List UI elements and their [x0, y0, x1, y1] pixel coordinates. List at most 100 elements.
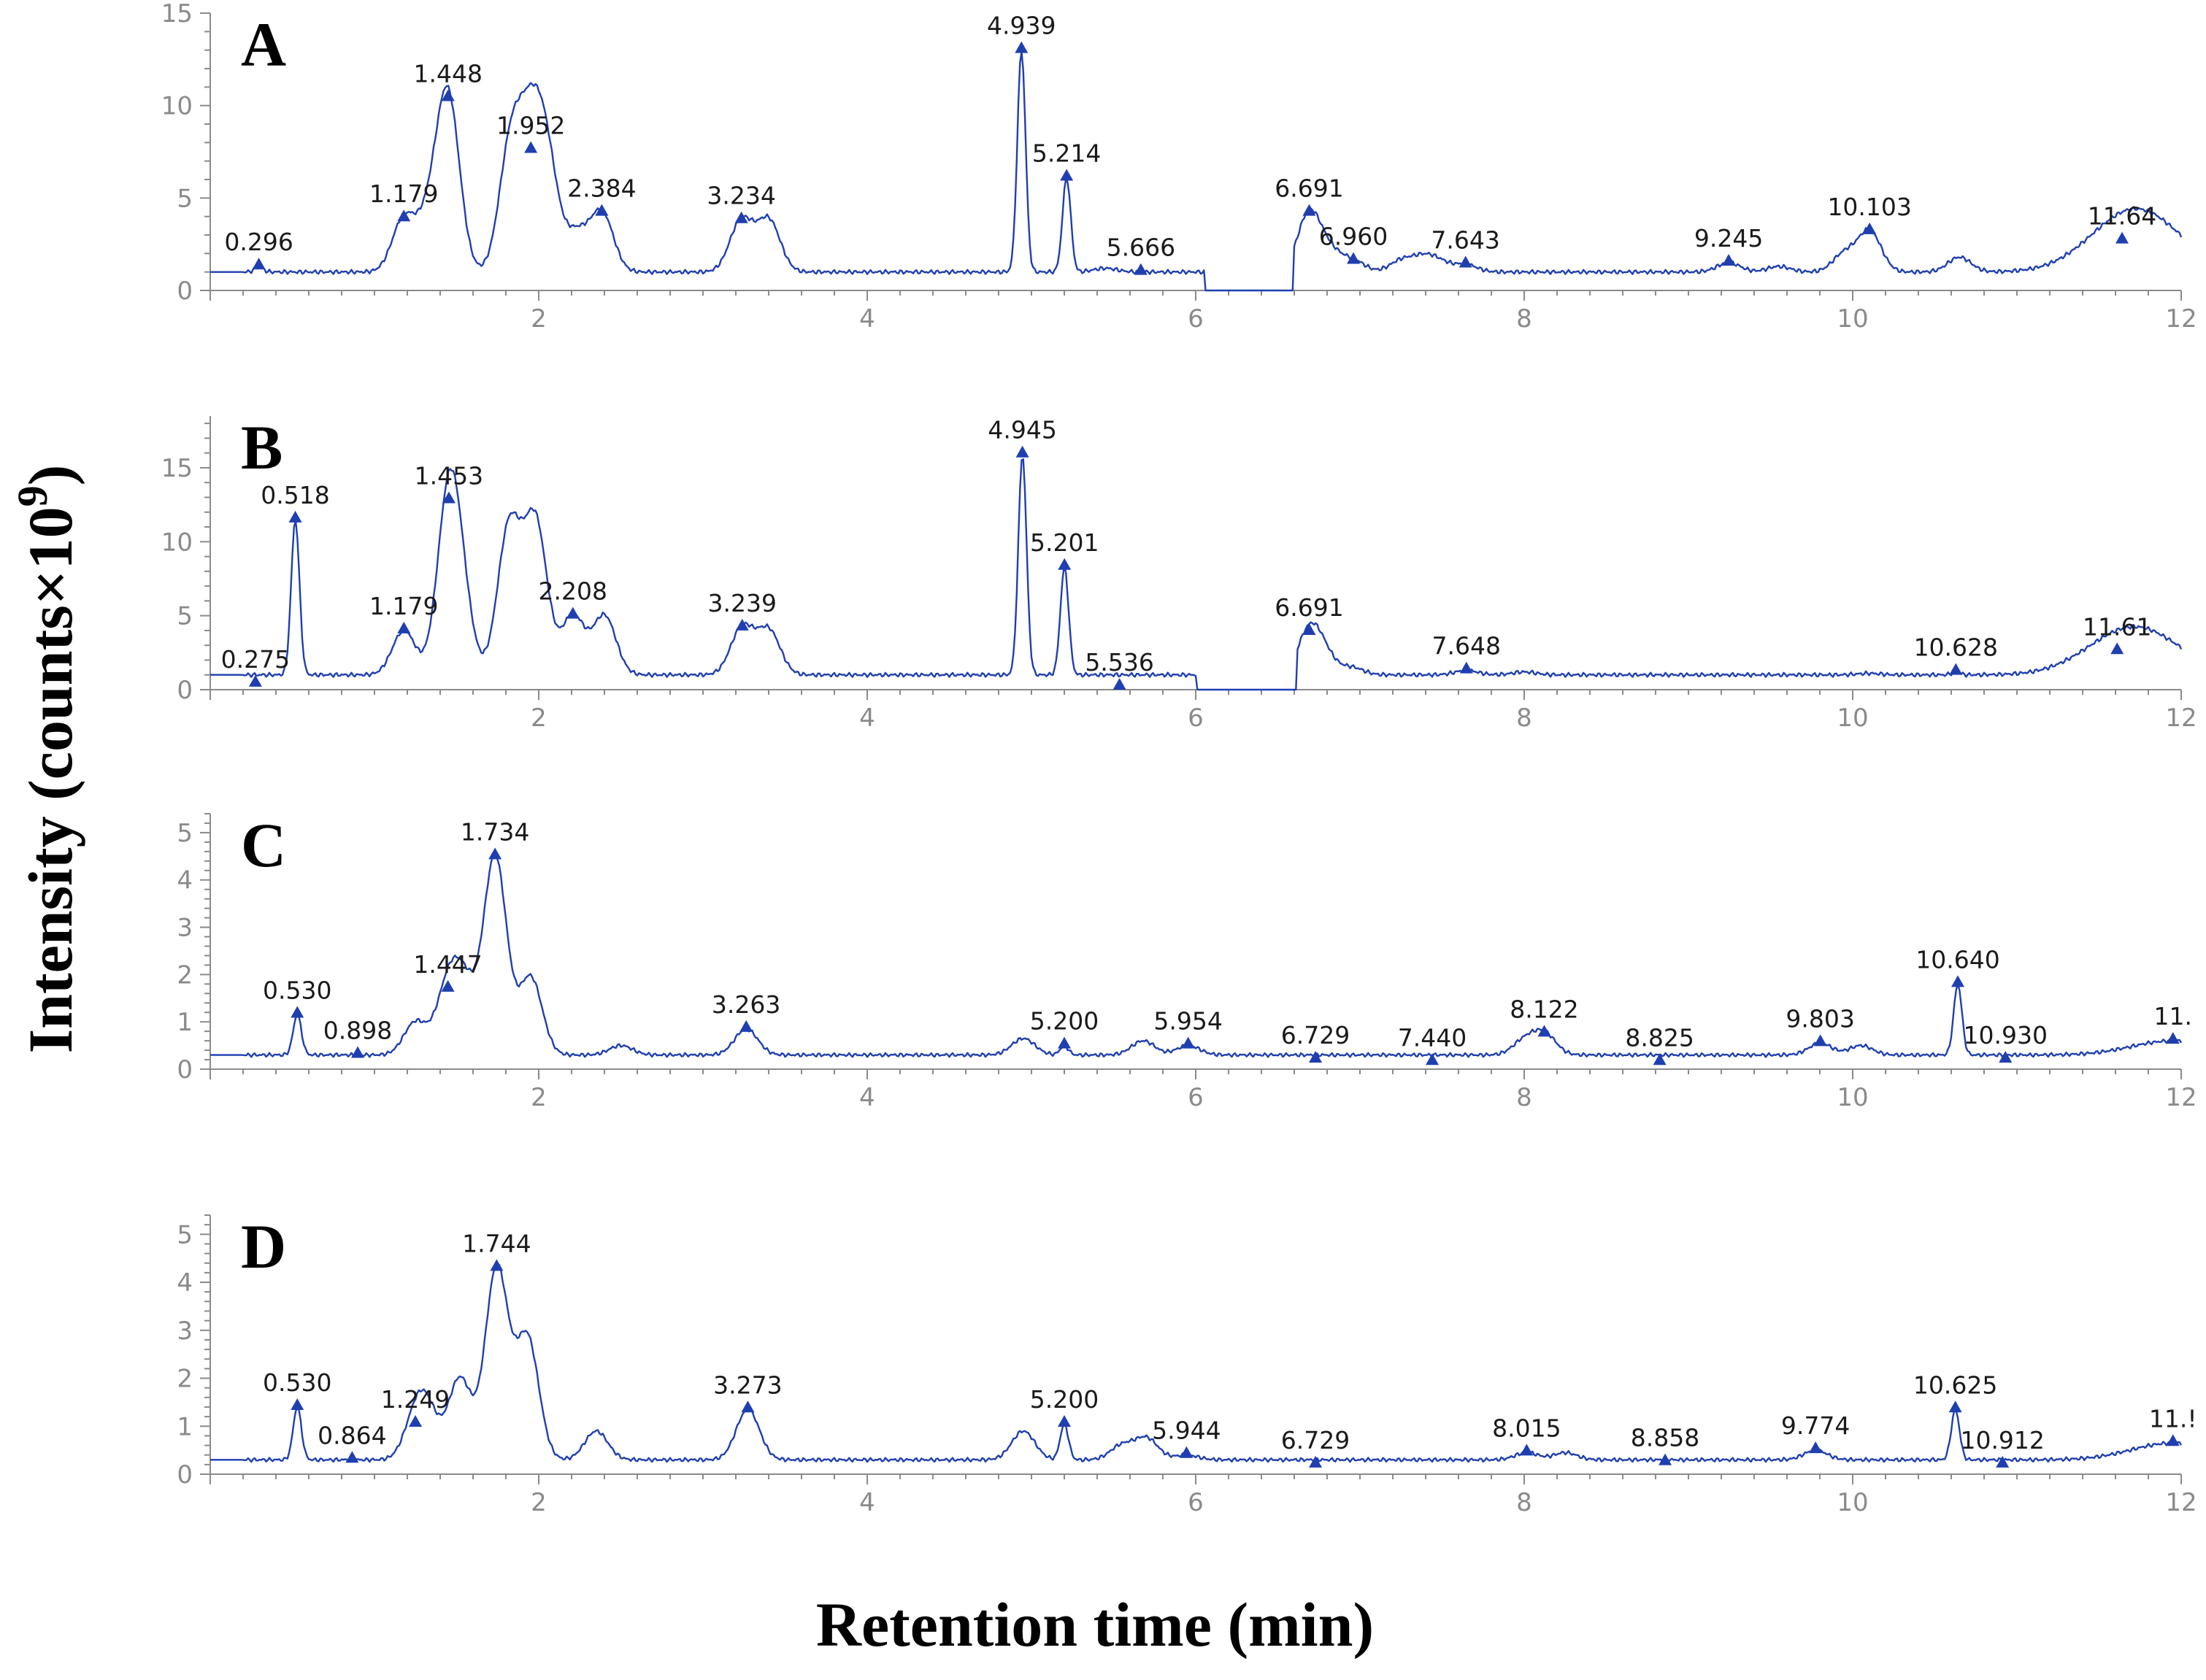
- x-tick-label: 2: [531, 1083, 547, 1112]
- peak-label: 1.179: [369, 180, 438, 208]
- y-axis-title: Intensity (counts×109): [9, 465, 85, 1054]
- peak-label: 11.: [2154, 1002, 2192, 1030]
- peak-marker: [2110, 642, 2124, 655]
- x-tick-label: 8: [1516, 304, 1532, 334]
- peak-label: 8.825: [1625, 1023, 1694, 1052]
- peak-label: 10.640: [1915, 945, 1999, 974]
- x-tick-label: 2: [531, 704, 547, 733]
- peak-label: 8.858: [1631, 1424, 1699, 1452]
- peak-label: 9.774: [1781, 1411, 1850, 1440]
- peak-label: 7.440: [1398, 1023, 1467, 1052]
- peak-marker: [595, 204, 609, 216]
- peak-marker: [2166, 1434, 2180, 1446]
- chromatogram-trace: [210, 1264, 2183, 1463]
- peak-label: 5.954: [1153, 1007, 1222, 1036]
- peak-marker: [1060, 169, 1074, 181]
- panel-letter: A: [241, 9, 286, 80]
- x-tick-label: 6: [1188, 1083, 1204, 1112]
- peak-marker: [488, 847, 502, 860]
- peak-marker: [397, 209, 411, 222]
- peak-label: 10.628: [1914, 633, 1998, 662]
- peak-marker: [1302, 204, 1316, 216]
- x-tick-label: 4: [859, 304, 875, 334]
- y-tick-label: 5: [177, 184, 193, 213]
- y-tick-label: 1: [177, 1412, 193, 1441]
- y-tick-label: 5: [177, 1220, 193, 1249]
- peak-label: 3.263: [712, 990, 780, 1019]
- peak-label: 11.64: [2088, 202, 2156, 231]
- x-tick-label: 8: [1516, 704, 1532, 733]
- peak-marker: [1653, 1053, 1667, 1066]
- panel-a: 0 5 10 15 2 4 6 8 10 12 A 0.296 1.179 1.448 1.952 2.384…: [161, 0, 2197, 334]
- peak-label: 10.103: [1827, 193, 1911, 221]
- peak-marker: [1058, 1414, 1071, 1427]
- y-tick-label: 3: [177, 914, 193, 943]
- x-tick-label: 8: [1516, 1083, 1532, 1112]
- peak-marker: [1347, 252, 1360, 264]
- y-tick-label: 2: [177, 1365, 193, 1394]
- peak-marker: [441, 89, 455, 101]
- peak-label: 10.930: [1964, 1021, 2048, 1049]
- y-tick-label: 5: [177, 602, 193, 631]
- x-tick-label: 6: [1188, 304, 1204, 334]
- peak-marker: [1813, 1034, 1827, 1047]
- peak-label: 6.691: [1275, 174, 1343, 203]
- y-tick-label: 10: [161, 528, 193, 557]
- peak-marker: [248, 674, 262, 687]
- peak-marker: [741, 1400, 755, 1413]
- peak-label: 5.944: [1152, 1417, 1221, 1445]
- peak-marker: [1459, 661, 1473, 674]
- y-tick-label: 5: [177, 819, 193, 848]
- peak-marker: [524, 141, 538, 153]
- peak-marker: [397, 621, 411, 633]
- peak-label: 0.275: [221, 645, 290, 674]
- peak-label: 0.296: [224, 228, 293, 256]
- peak-label: 1.734: [461, 817, 529, 846]
- panel-b: 0 5 10 15 2 4 6 8 10 12 B 0.275 0.518 1.179 1.453 2.208…: [161, 412, 2197, 733]
- peak-label: 11.61: [2083, 612, 2151, 641]
- peak-marker: [1309, 1455, 1323, 1468]
- peak-label: 2.384: [567, 174, 636, 203]
- y-tick-label: 4: [177, 1268, 193, 1298]
- peak-label: 1.744: [462, 1229, 531, 1257]
- peak-label: 0.898: [323, 1017, 392, 1045]
- peak-label: 7.643: [1431, 226, 1499, 255]
- peak-marker: [409, 1414, 423, 1427]
- peak-marker: [1520, 1444, 1534, 1456]
- peak-marker: [734, 211, 748, 223]
- peak-marker: [1181, 1036, 1195, 1049]
- peak-label: 5.200: [1030, 1007, 1099, 1036]
- peak-marker: [1302, 623, 1316, 635]
- y-tick-label: 15: [161, 0, 193, 28]
- peak-label: 7.648: [1432, 632, 1501, 660]
- peak-marker: [1459, 255, 1472, 268]
- peak-label: 0.530: [263, 1368, 331, 1397]
- peak-label: 1.447: [413, 950, 482, 979]
- peak-marker: [442, 491, 456, 504]
- x-axis-title: Retention time (min): [816, 1590, 1374, 1660]
- peak-label: 1.448: [414, 60, 483, 88]
- peak-marker: [1015, 41, 1029, 53]
- y-tick-label: 15: [161, 454, 193, 483]
- peak-label: 1.249: [381, 1385, 450, 1414]
- peak-marker: [1058, 1036, 1071, 1049]
- x-tick-label: 4: [859, 704, 875, 733]
- peak-marker: [1309, 1051, 1323, 1063]
- x-tick-label: 6: [1188, 1488, 1204, 1517]
- peak-marker: [2166, 1032, 2180, 1044]
- x-tick-label: 4: [859, 1083, 875, 1112]
- x-tick-label: 12: [2165, 304, 2197, 334]
- peak-label: 6.729: [1281, 1021, 1350, 1049]
- panel-letter: B: [241, 412, 283, 482]
- peak-marker: [1426, 1053, 1439, 1066]
- x-tick-label: 10: [1837, 1083, 1868, 1112]
- peak-label: 0.864: [318, 1421, 386, 1449]
- x-tick-label: 2: [531, 1488, 547, 1517]
- y-tick-label: 2: [177, 960, 193, 990]
- y-tick-label: 0: [177, 1460, 193, 1490]
- peak-label: 2.208: [539, 577, 607, 606]
- peak-label: 10.912: [1960, 1426, 2044, 1454]
